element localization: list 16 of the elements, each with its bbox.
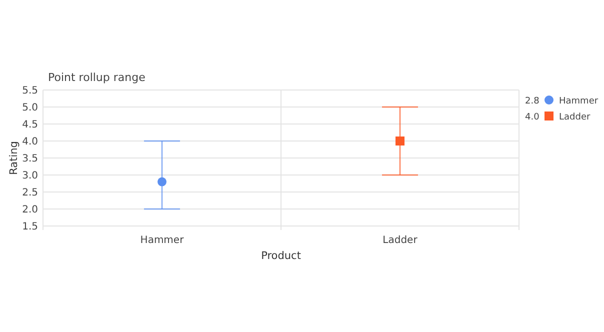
y-tick-label: 2.0 <box>22 204 38 216</box>
legend-label: Hammer <box>559 96 598 106</box>
y-tick-label: 3.5 <box>22 154 38 164</box>
y-tick-label: 4.5 <box>22 120 38 130</box>
y-tick-label: 1.5 <box>22 222 38 232</box>
y-tick-label: 2.5 <box>22 188 38 198</box>
y-axis-title: Rating <box>8 141 20 175</box>
text: 2.8 <box>525 96 540 106</box>
y-tick-label: 5.5 <box>22 86 38 96</box>
legend-label: Ladder <box>559 112 590 122</box>
y-tick-label: 4.0 <box>22 136 38 148</box>
chart-title: Point rollup range <box>48 71 146 84</box>
y-tick-label: 5.0 <box>22 102 38 114</box>
x-axis-title: Product <box>261 250 301 262</box>
y-tick-label: 3.0 <box>22 170 38 182</box>
text: 4.0 <box>525 112 540 122</box>
